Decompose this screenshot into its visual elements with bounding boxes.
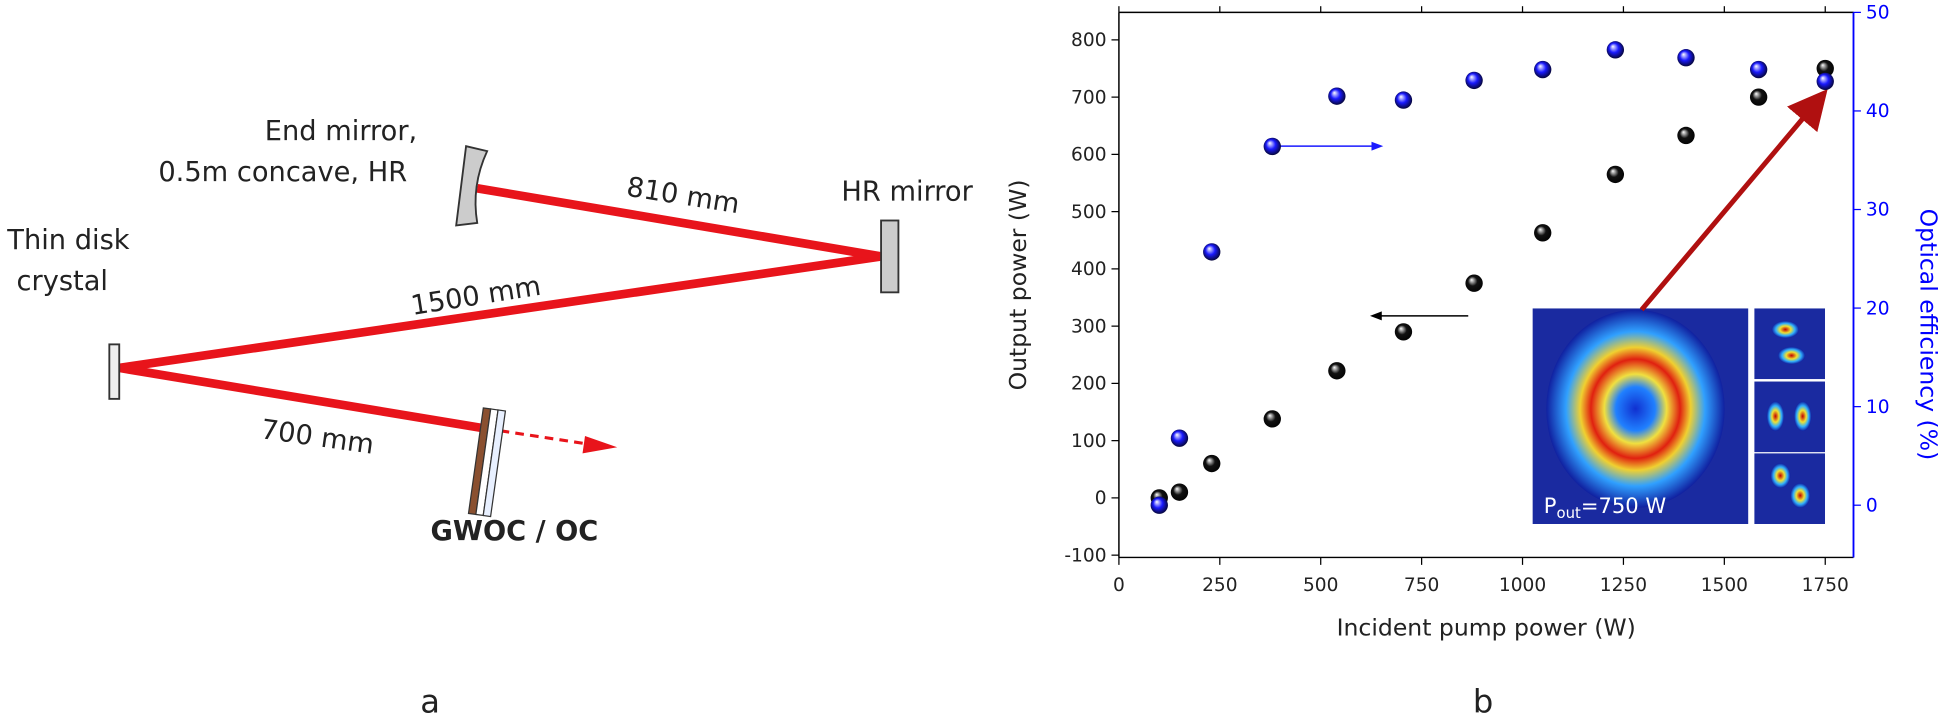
- beam: [118, 252, 882, 373]
- inset-label-rest: =750 W: [1581, 493, 1666, 518]
- data-point: [1203, 454, 1221, 473]
- data-point: [1465, 274, 1483, 292]
- mode-image: [1754, 308, 1826, 380]
- x-tick-label: 1250: [1600, 575, 1647, 596]
- output-coupler: [467, 407, 507, 518]
- y-tick-label: 100: [1071, 431, 1106, 452]
- data-point: [1816, 72, 1834, 91]
- hr-mirror: [880, 219, 900, 294]
- data-point: [1328, 362, 1346, 380]
- label: 0.5m concave, HR: [158, 157, 407, 188]
- mode-lobe: [1794, 401, 1812, 432]
- distance-label: 700 mm: [259, 414, 376, 461]
- x-tick-label: 500: [1303, 575, 1338, 596]
- y-tick-label: 200: [1071, 374, 1106, 395]
- mode-image: [1754, 381, 1826, 453]
- y2-axis-label: Optical efficiency (%): [1914, 209, 1942, 461]
- beam: [476, 184, 882, 261]
- output-arrowhead: [582, 436, 618, 454]
- data-point: [1749, 60, 1768, 79]
- mode-image: [1754, 453, 1826, 524]
- y2-tick-label: 10: [1866, 397, 1890, 418]
- y-tick-label: 600: [1071, 145, 1106, 166]
- data-point: [1749, 88, 1768, 106]
- x-axis-label: Incident pump power (W): [1337, 613, 1636, 641]
- y-tick-label: -100: [1064, 545, 1106, 566]
- data-point: [1816, 59, 1834, 78]
- inset-arrow: [1639, 89, 1828, 312]
- thin-disk: [108, 343, 121, 400]
- cavity-diagram: End mirror, 0.5m concave, HR HR mirror T…: [6, 116, 973, 716]
- data-point: [1203, 243, 1221, 261]
- y2-tick-label: 20: [1866, 298, 1890, 319]
- y2-tick-label: 30: [1866, 200, 1890, 221]
- panel-label: a: [420, 682, 440, 716]
- oc-layer: [482, 409, 507, 518]
- data-point: [1170, 483, 1189, 501]
- mode-lobe: [1777, 346, 1806, 365]
- output-beam: [485, 427, 593, 447]
- label: End mirror,: [265, 116, 417, 147]
- data-point: [1534, 60, 1552, 79]
- data-point: [1263, 137, 1281, 156]
- y-tick-label: 400: [1071, 259, 1106, 280]
- data-point: [1263, 410, 1281, 428]
- y-tick-label: 500: [1071, 202, 1106, 223]
- panel-label: b: [1473, 682, 1493, 716]
- data-point: [1677, 49, 1695, 67]
- data-point: [1606, 165, 1625, 184]
- beam-profile-inset: Pout=750 W: [1532, 308, 1826, 524]
- label: crystal: [17, 266, 108, 297]
- end-mirror: [455, 145, 489, 227]
- inset-label-base: P: [1544, 493, 1557, 518]
- data-point: [1677, 126, 1695, 145]
- y-tick-label: 800: [1071, 30, 1106, 51]
- plot: 0 250 500 750 1000 1250 1500 1750-1000100200300…: [1004, 3, 1942, 716]
- data-point: [1150, 496, 1168, 514]
- x-tick-label: 1500: [1701, 575, 1748, 596]
- ring-profile: [1546, 309, 1725, 508]
- x-tick-label: 750: [1404, 575, 1439, 596]
- x-tick-label: 1000: [1499, 575, 1546, 596]
- inset-label: Pout=750 W: [1544, 493, 1667, 522]
- data-point: [1606, 41, 1625, 59]
- data-point: [1465, 71, 1483, 90]
- y2-tick-label: 50: [1866, 3, 1890, 24]
- data-point: [1394, 323, 1413, 341]
- x-tick-label: 250: [1202, 575, 1237, 596]
- y-tick-label: 300: [1071, 316, 1106, 337]
- y-axis-label: Output power (W): [1004, 179, 1032, 390]
- label: Thin disk: [6, 225, 129, 256]
- mode-lobe: [1770, 463, 1791, 489]
- mode-lobe: [1766, 401, 1785, 432]
- inset-label-sub: out: [1557, 504, 1582, 522]
- data-point: [1328, 87, 1346, 105]
- y2-tick-label: 0: [1866, 495, 1878, 516]
- beam: [118, 363, 487, 433]
- data-point: [1170, 429, 1189, 447]
- x-tick-label: 1750: [1802, 575, 1849, 596]
- data-point: [1534, 224, 1552, 242]
- y2-tick-label: 40: [1866, 101, 1890, 122]
- mode-lobe: [1790, 483, 1811, 508]
- mode-lobe: [1771, 320, 1799, 339]
- y-tick-label: 700: [1071, 87, 1106, 108]
- y-tick-label: 0: [1095, 488, 1107, 509]
- data-point: [1394, 91, 1413, 109]
- label: GWOC / OC: [431, 516, 599, 547]
- x-tick-label: 0: [1113, 575, 1125, 596]
- label: HR mirror: [841, 177, 973, 208]
